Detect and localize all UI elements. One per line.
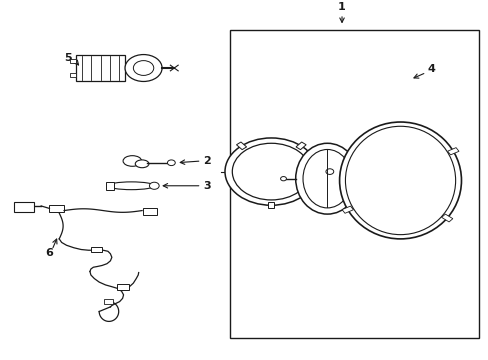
- Bar: [342, 206, 353, 213]
- Ellipse shape: [339, 122, 461, 239]
- Bar: [91, 247, 102, 252]
- Text: 4: 4: [427, 64, 434, 74]
- Circle shape: [133, 60, 153, 75]
- Ellipse shape: [108, 182, 154, 190]
- Bar: [70, 72, 76, 77]
- Text: 1: 1: [338, 2, 345, 12]
- Bar: [447, 148, 458, 155]
- Ellipse shape: [295, 143, 358, 214]
- Bar: [104, 300, 113, 305]
- Ellipse shape: [303, 149, 351, 208]
- Bar: [117, 284, 129, 290]
- Bar: [49, 204, 64, 212]
- Ellipse shape: [123, 156, 142, 166]
- Bar: [14, 202, 34, 212]
- Circle shape: [167, 160, 175, 166]
- Bar: [268, 202, 274, 208]
- Ellipse shape: [135, 160, 149, 168]
- Text: 5: 5: [63, 53, 71, 63]
- FancyBboxPatch shape: [76, 55, 125, 81]
- Bar: [105, 181, 114, 190]
- Circle shape: [149, 182, 159, 189]
- Bar: [229, 30, 478, 338]
- Bar: [143, 208, 157, 215]
- Bar: [441, 214, 452, 222]
- Circle shape: [232, 143, 310, 200]
- Bar: [236, 142, 246, 150]
- Circle shape: [125, 55, 162, 81]
- Text: 6: 6: [45, 248, 53, 258]
- Circle shape: [224, 138, 317, 205]
- Text: 3: 3: [203, 181, 210, 191]
- Bar: [295, 142, 305, 150]
- Circle shape: [280, 176, 286, 181]
- Circle shape: [325, 169, 333, 175]
- Text: 2: 2: [203, 156, 210, 166]
- Ellipse shape: [345, 126, 455, 235]
- Bar: [70, 59, 76, 63]
